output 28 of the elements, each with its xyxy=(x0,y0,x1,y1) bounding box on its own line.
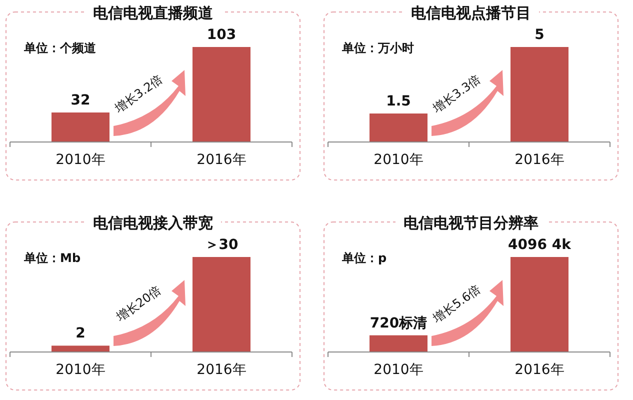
data-label: 4096 4k xyxy=(508,237,572,253)
chart-title: 电信电视接入带宽 xyxy=(93,214,213,232)
annotation: 增长3.2倍 xyxy=(111,72,166,116)
chart-title: 电信电视直播频道 xyxy=(93,4,214,22)
data-label: 1.5 xyxy=(386,94,411,110)
annotation: 增长20倍 xyxy=(112,283,164,325)
x-tick-label: 2010年 xyxy=(374,152,424,168)
data-label: 5 xyxy=(534,27,544,43)
data-label: 2 xyxy=(76,326,86,342)
chart-title: 电信电视节目分辨率 xyxy=(404,214,538,232)
data-label: 32 xyxy=(70,92,90,108)
data-label: 720标清 xyxy=(370,315,428,332)
x-tick-label: 2010年 xyxy=(56,362,106,378)
annotation: 单位：Mb xyxy=(23,251,81,265)
data-label: ＞30 xyxy=(204,237,238,253)
x-tick-label: 2016年 xyxy=(196,362,246,378)
annotation: 增长5.6倍 xyxy=(429,282,484,326)
annotation: 单位：万小时 xyxy=(341,41,414,55)
chart-title: 电信电视点播节目 xyxy=(411,4,531,22)
x-tick-label: 2016年 xyxy=(514,362,564,378)
data-label: 103 xyxy=(206,27,236,43)
annotation: 单位：p xyxy=(341,251,387,265)
annotation: 单位：个频道 xyxy=(23,41,97,55)
x-tick-label: 2010年 xyxy=(56,152,106,168)
annotation: 增长3.3倍 xyxy=(429,72,484,116)
x-tick-label: 2010年 xyxy=(374,362,424,378)
x-tick-label: 2016年 xyxy=(514,152,564,168)
x-tick-label: 2016年 xyxy=(196,152,246,168)
